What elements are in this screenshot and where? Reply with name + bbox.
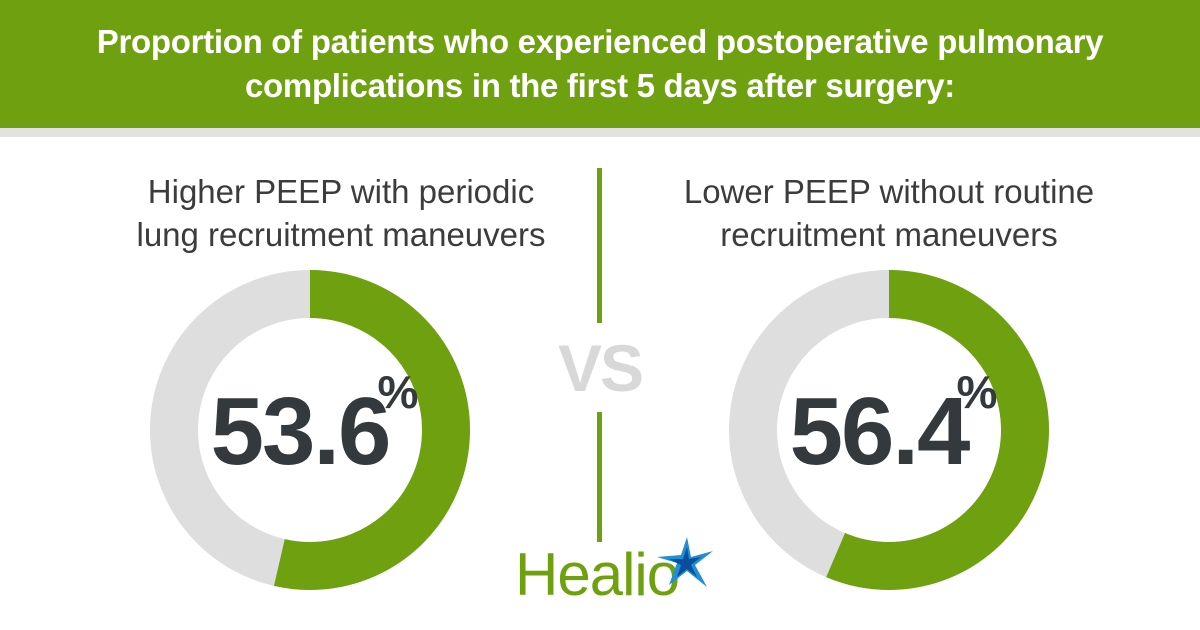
healio-logo: Healio xyxy=(515,535,715,607)
right-donut-value-arc xyxy=(729,270,1049,590)
vs-label: VS xyxy=(557,331,644,405)
left-donut-value-arc xyxy=(150,270,470,590)
chart-title: Proportion of patients who experienced p… xyxy=(25,20,1175,108)
left-donut-chart: 53.6 % xyxy=(150,270,470,590)
header-banner: Proportion of patients who experienced p… xyxy=(0,0,1200,128)
left-donut-unit-label: % xyxy=(378,366,419,418)
title-line-1: Proportion of patients who experienced p… xyxy=(96,23,1104,60)
divider-line-bottom xyxy=(597,412,602,542)
right-donut-value-label: 56.4 xyxy=(790,378,970,485)
logo-wordmark: Healio xyxy=(515,541,680,608)
right-series-label: Lower PEEP without routine recruitment m… xyxy=(629,170,1149,256)
right-donut-chart: 56.4 % xyxy=(729,270,1049,590)
left-series-label: Higher PEEP with periodic lung recruitme… xyxy=(81,170,601,256)
header-divider xyxy=(0,128,1200,137)
divider-line-top xyxy=(597,168,602,323)
healio-star-icon xyxy=(657,537,713,587)
left-label-line-1: Higher PEEP with periodic xyxy=(147,173,535,210)
title-line-2: complications in the first 5 days after … xyxy=(245,67,955,104)
right-label-line-1: Lower PEEP without routine xyxy=(683,173,1095,210)
left-donut-value-label: 53.6 xyxy=(211,378,390,485)
right-label-line-2: recruitment maneuvers xyxy=(720,216,1058,253)
left-label-line-2: lung recruitment maneuvers xyxy=(136,216,546,253)
right-donut-unit-label: % xyxy=(957,366,998,418)
